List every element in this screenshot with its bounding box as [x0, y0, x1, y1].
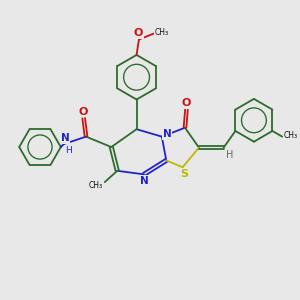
- Text: N: N: [163, 129, 172, 139]
- Text: O: O: [182, 98, 191, 108]
- Text: H: H: [65, 146, 72, 155]
- Text: H: H: [226, 150, 233, 160]
- Text: CH₃: CH₃: [88, 181, 102, 190]
- Text: CH₃: CH₃: [154, 28, 168, 37]
- Text: O: O: [134, 28, 143, 38]
- Text: O: O: [79, 107, 88, 117]
- Text: N: N: [61, 133, 69, 143]
- Text: N: N: [140, 176, 149, 186]
- Text: S: S: [180, 169, 188, 179]
- Text: CH₃: CH₃: [284, 130, 298, 140]
